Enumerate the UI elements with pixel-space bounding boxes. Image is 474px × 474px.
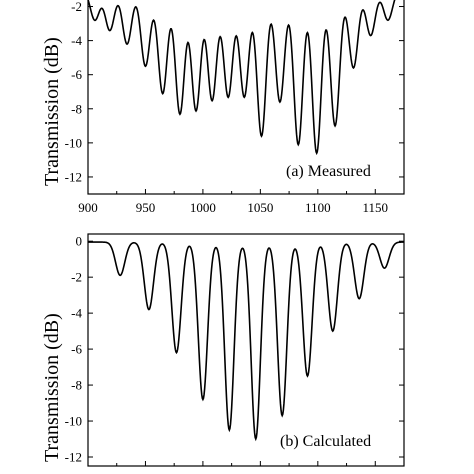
panel-b-y-tick-label: -6 xyxy=(71,342,82,357)
panel-b-y-tick-label: -10 xyxy=(65,414,82,429)
panel-a-y-tick-label: -6 xyxy=(71,67,82,82)
panel-b-frame xyxy=(87,233,405,467)
panel-a-x-tick-label: 1000 xyxy=(190,200,216,215)
panel-a-y-tick-label: -12 xyxy=(65,169,82,184)
panel-b-y-axis: 0 -2 -4 -6 -8 -10 -12 xyxy=(65,234,404,465)
panel-b-y-axis-title: Transmission (dB) xyxy=(41,313,63,462)
panel-a-x-tick-label: 900 xyxy=(78,200,98,215)
panel-b-y-tick-label: 0 xyxy=(76,234,83,249)
panel-a-y-tick-label: -4 xyxy=(71,33,82,48)
panel-a-x-tick-label: 1050 xyxy=(247,200,273,215)
panel-b-y-tick-label: -4 xyxy=(71,306,82,321)
panel-a-annotation: (a) Measured xyxy=(286,163,371,180)
panel-a-y-tick-label: -2 xyxy=(71,0,82,14)
panel-b-y-tick-label: -8 xyxy=(71,378,82,393)
panel-a-x-tick-label: 950 xyxy=(136,200,156,215)
panel-b-y-tick-label: -2 xyxy=(71,270,82,285)
panel-a-y-axis-title: Transmission (dB) xyxy=(41,37,63,186)
panel-b-calculated-line xyxy=(88,241,404,442)
panel-b-y-tick-label: -12 xyxy=(65,450,82,465)
panel-a-measured: -2 -4 -6 -8 -10 -12 900 950 1000 1050 1100 1150 (a… xyxy=(65,0,405,215)
panel-a-y-tick-label: -10 xyxy=(65,135,82,150)
panel-a-y-axis: -2 -4 -6 -8 -10 -12 xyxy=(65,0,404,184)
panel-a-x-tick-label: 1100 xyxy=(305,200,331,215)
panel-a-y-tick-label: -8 xyxy=(71,101,82,116)
panel-a-frame xyxy=(87,0,405,195)
panel-a-measured-line xyxy=(87,0,396,156)
panel-a-x-axis: 900 950 1000 1050 1100 1150 xyxy=(78,189,405,215)
panel-b-calculated: 0 -2 -4 -6 -8 -10 -12 (b) Calculated xyxy=(65,233,405,467)
panel-b-x-axis xyxy=(87,461,405,466)
panel-a-x-tick-label: 1150 xyxy=(363,200,389,215)
panel-b-annotation: (b) Calculated xyxy=(280,433,371,450)
